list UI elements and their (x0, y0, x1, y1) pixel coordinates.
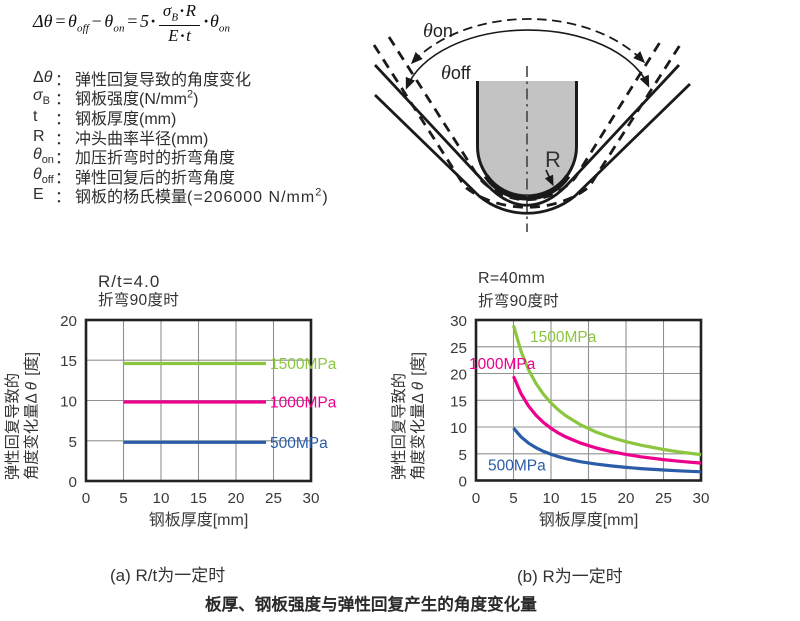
svg-text:0: 0 (472, 490, 480, 507)
svg-text:1000MPa: 1000MPa (270, 395, 337, 412)
svg-text:钢板厚度[mm]: 钢板厚度[mm] (539, 511, 639, 529)
svg-text:10: 10 (450, 420, 467, 437)
svg-text:钢板厚度[mm]: 钢板厚度[mm] (149, 511, 249, 529)
svg-text:0: 0 (69, 474, 77, 491)
svg-text:0: 0 (459, 474, 467, 491)
svg-text:1500MPa: 1500MPa (530, 329, 597, 346)
svg-text:20: 20 (450, 367, 467, 384)
svg-text:弹性回复导致的: 弹性回复导致的 (5, 373, 22, 480)
svg-text:30: 30 (303, 490, 320, 507)
svg-text:5: 5 (69, 434, 77, 451)
svg-text:10: 10 (543, 490, 560, 507)
svg-text:30: 30 (693, 490, 710, 507)
svg-text:15: 15 (190, 490, 207, 507)
svg-text:30: 30 (450, 313, 467, 330)
svg-text:θon: θon (423, 20, 453, 42)
svg-text:R=40mm: R=40mm (478, 270, 545, 287)
svg-text:15: 15 (580, 490, 597, 507)
svg-text:5: 5 (459, 447, 467, 464)
svg-text:5: 5 (119, 490, 127, 507)
svg-text:25: 25 (655, 490, 672, 507)
svg-text:5: 5 (509, 490, 517, 507)
svg-text:10: 10 (60, 394, 77, 411)
svg-text:角度变化量Δ θ [度]: 角度变化量Δ θ [度] (410, 352, 427, 480)
svg-text:R/t=4.0: R/t=4.0 (98, 272, 160, 291)
svg-text:折弯90度时: 折弯90度时 (478, 292, 559, 310)
svg-text:20: 20 (618, 490, 635, 507)
svg-text:R: R (545, 147, 561, 172)
svg-text:θoff: θoff (441, 62, 472, 84)
svg-text:500MPa: 500MPa (270, 435, 328, 452)
svg-text:25: 25 (265, 490, 282, 507)
svg-text:10: 10 (153, 490, 170, 507)
svg-text:500MPa: 500MPa (488, 458, 546, 475)
svg-text:20: 20 (228, 490, 245, 507)
svg-text:25: 25 (450, 340, 467, 357)
svg-text:15: 15 (450, 393, 467, 410)
svg-text:1000MPa: 1000MPa (469, 356, 536, 373)
svg-text:15: 15 (60, 353, 77, 370)
svg-text:1500MPa: 1500MPa (270, 356, 337, 373)
svg-text:0: 0 (82, 490, 90, 507)
svg-text:折弯90度时: 折弯90度时 (98, 291, 179, 309)
svg-text:20: 20 (60, 313, 77, 330)
svg-text:弹性回复导致的: 弹性回复导致的 (391, 373, 408, 480)
svg-text:角度变化量Δ θ [度]: 角度变化量Δ θ [度] (24, 352, 41, 480)
